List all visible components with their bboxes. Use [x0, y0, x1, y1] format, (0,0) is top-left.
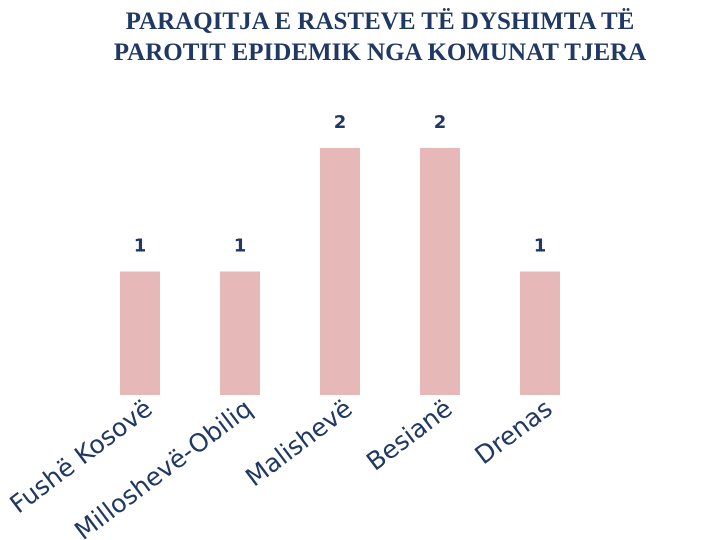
chart-title: PARAQITJA E RASTEVE TË DYSHIMTA TË PAROT… — [113, 8, 647, 66]
data-label: 1 — [534, 236, 547, 257]
x-tick-label: Besianë — [361, 394, 458, 477]
x-tick-label: Milloshevë-Obiliq — [69, 394, 257, 540]
bar — [120, 271, 160, 395]
data-label: 2 — [434, 112, 447, 133]
x-tick-label: Malishevë — [240, 394, 357, 493]
data-label: 1 — [134, 236, 147, 257]
bar — [520, 271, 560, 395]
data-label: 1 — [234, 236, 247, 257]
bar — [320, 148, 360, 395]
data-label: 2 — [334, 112, 347, 133]
x-tick-label: Drenas — [469, 394, 557, 470]
bar — [420, 148, 460, 395]
bar — [220, 271, 260, 395]
